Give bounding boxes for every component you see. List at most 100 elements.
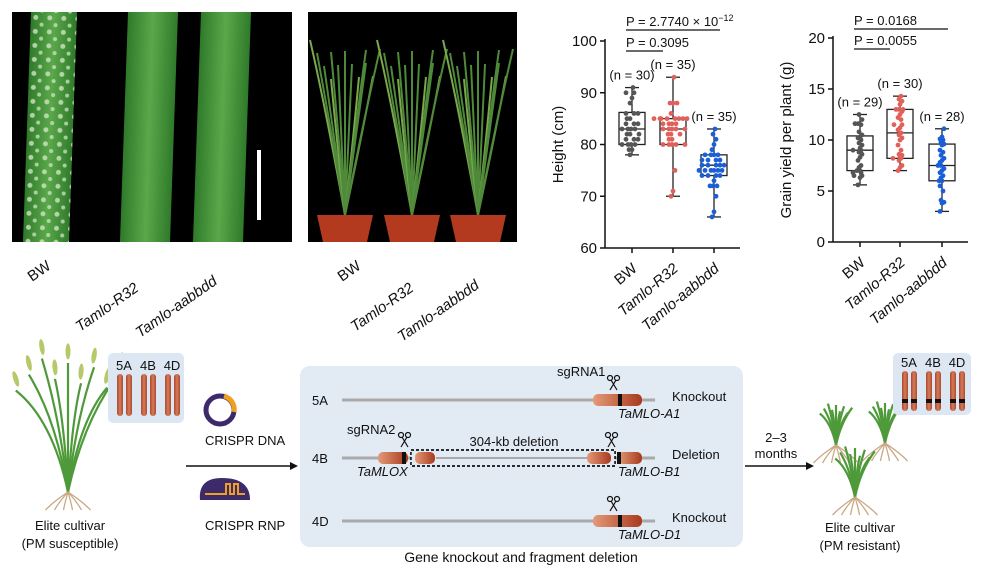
data-point — [651, 116, 657, 122]
data-point — [717, 173, 723, 178]
data-point — [677, 131, 683, 137]
data-point — [850, 147, 856, 153]
data-point — [680, 116, 686, 122]
n-label: (n = 30) — [877, 76, 922, 91]
left-plant-label: Elite cultivar — [35, 518, 106, 533]
data-point — [708, 167, 714, 173]
data-point — [940, 188, 946, 194]
data-point — [705, 157, 711, 163]
p-value: P = 0.0168 — [854, 13, 917, 28]
data-point — [899, 135, 905, 141]
time-label: 2–3 — [765, 430, 787, 445]
data-point — [631, 136, 637, 142]
scale-bar — [257, 150, 261, 220]
chromosome-row-label: 5A — [312, 393, 328, 408]
data-point — [898, 147, 904, 153]
data-point — [713, 193, 719, 199]
crispr-rnp-label: CRISPR RNP — [205, 518, 285, 533]
data-point — [715, 167, 721, 173]
data-point — [709, 214, 715, 220]
data-point — [673, 121, 679, 127]
data-point — [898, 130, 904, 136]
gene — [593, 515, 642, 527]
data-point — [712, 126, 718, 132]
plant-label-bw: BW — [335, 257, 365, 285]
data-point — [624, 116, 630, 122]
data-point — [859, 132, 865, 138]
data-point — [940, 173, 946, 179]
chromosome — [174, 374, 180, 416]
data-point — [717, 162, 723, 168]
data-point — [939, 134, 945, 140]
y-tick-label: 100 — [572, 33, 597, 50]
data-point — [682, 142, 688, 147]
data-point — [623, 90, 629, 96]
chromosome — [911, 371, 917, 411]
leaf-label-bw: BW — [25, 257, 55, 285]
time-unit-label: months — [755, 446, 798, 461]
chromosome-label: 5A — [901, 355, 917, 370]
chromosome-label: 4D — [164, 358, 181, 373]
n-label: (n = 28) — [919, 109, 964, 124]
chromosome — [150, 374, 156, 416]
scissors-icon — [397, 431, 412, 448]
data-point — [682, 126, 688, 132]
leaf-r32 — [119, 4, 179, 251]
n-label: (n = 29) — [837, 95, 882, 110]
scissors-icon — [606, 495, 621, 512]
sgrna-label: sgRNA2 — [347, 422, 395, 437]
y-tick-label: 80 — [580, 137, 597, 154]
data-point — [711, 209, 717, 215]
data-point — [713, 136, 719, 142]
y-axis-label: Height (cm) — [550, 106, 567, 184]
gene — [593, 394, 642, 406]
n-label: (n = 30) — [609, 68, 654, 83]
data-point — [941, 155, 947, 161]
data-point — [631, 121, 637, 127]
data-point — [673, 142, 679, 147]
data-point — [855, 182, 861, 188]
data-point — [666, 126, 672, 132]
data-point — [632, 142, 638, 147]
data-point — [702, 152, 708, 158]
plasmid-icon — [203, 393, 237, 427]
data-point — [625, 142, 631, 147]
data-point — [709, 147, 715, 153]
data-point — [668, 193, 674, 199]
sgrna-label: sgRNA1 — [557, 364, 605, 379]
data-point — [657, 116, 663, 122]
data-point — [937, 183, 943, 189]
data-point — [858, 163, 864, 168]
data-point — [710, 131, 716, 137]
right-plant-label: Elite cultivar — [825, 520, 896, 535]
data-point — [666, 121, 672, 127]
data-point — [702, 167, 708, 173]
gene-label: TaMLO-D1 — [618, 527, 681, 542]
data-point — [619, 126, 625, 132]
leaf-photo — [12, 0, 292, 254]
y-axis-label: Grain yield per plant (g) — [778, 62, 795, 219]
y-tick-label: 70 — [580, 188, 597, 205]
edit-result: Knockout — [672, 510, 727, 525]
data-point — [898, 93, 904, 99]
data-point — [713, 173, 719, 178]
data-point — [635, 111, 641, 116]
gene-label: TaMLOX — [357, 464, 409, 479]
data-point — [664, 116, 670, 122]
data-point — [635, 136, 641, 142]
data-point — [938, 197, 944, 203]
scissors-icon — [606, 374, 621, 391]
chromosome — [165, 374, 171, 416]
data-point — [626, 147, 632, 153]
y-tick-label: 10 — [808, 132, 825, 149]
data-point — [708, 152, 714, 158]
data-point — [890, 155, 896, 161]
data-point — [660, 142, 666, 147]
chromosome — [902, 371, 908, 411]
data-point — [676, 116, 682, 122]
chromosome-label: 5A — [116, 358, 132, 373]
chromosome — [950, 371, 956, 411]
data-point — [895, 142, 901, 148]
data-point — [660, 126, 666, 132]
x-tick-label: BW — [839, 254, 869, 283]
